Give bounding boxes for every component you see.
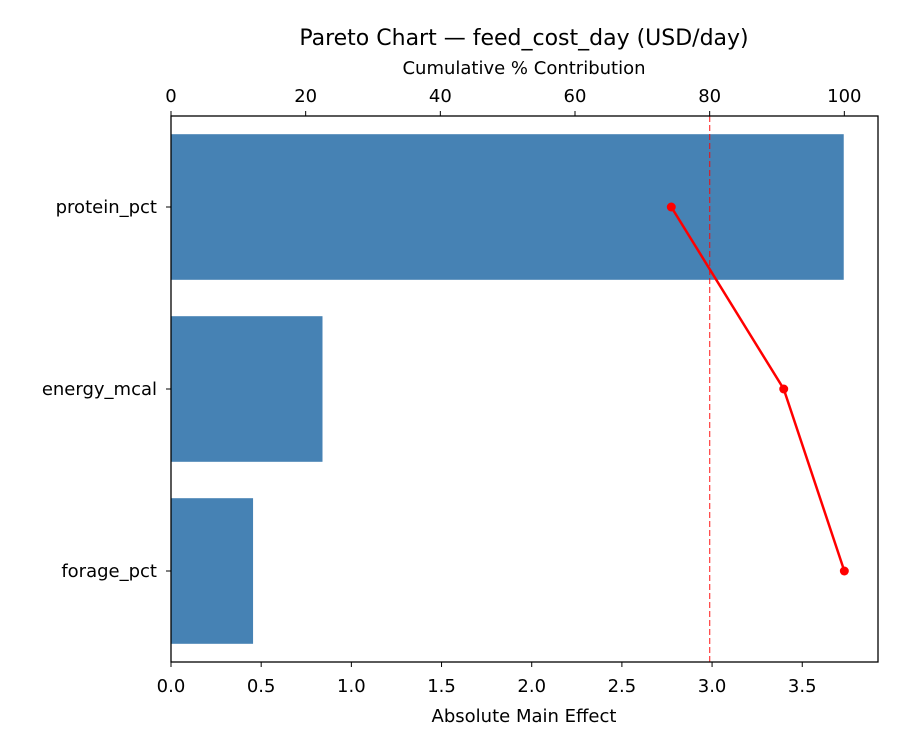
top-tick-label: 20 (294, 86, 317, 107)
x-tick-label: 2.5 (608, 676, 637, 697)
y-tick-label: protein_pct (56, 197, 157, 218)
bar-energy_mcal (171, 316, 323, 462)
x-tick-label: 1.0 (337, 676, 366, 697)
y-tick-label: forage_pct (61, 561, 157, 582)
bar-protein_pct (171, 134, 844, 280)
top-tick-label: 0 (165, 86, 176, 107)
cumulative-point (666, 202, 676, 212)
chart-title: Pareto Chart — feed_cost_day (USD/day) (299, 26, 748, 51)
top-tick-label: 80 (698, 86, 721, 107)
x-axis-label: Absolute Main Effect (432, 706, 617, 727)
top-tick-label: 100 (827, 86, 861, 107)
bar-forage_pct (171, 498, 254, 644)
top-tick-label: 40 (429, 86, 452, 107)
plot-frame (170, 115, 879, 663)
x-tick-label: 0.5 (247, 676, 276, 697)
x-tick-label: 3.0 (698, 676, 727, 697)
cumulative-point (839, 566, 849, 576)
y-tick-label: energy_mcal (42, 379, 157, 400)
x-tick-label: 3.5 (788, 676, 817, 697)
top-axis-label: Cumulative % Contribution (402, 58, 645, 79)
x-tick-label: 1.5 (427, 676, 456, 697)
cumulative-point (779, 384, 789, 394)
top-tick-label: 60 (564, 86, 587, 107)
x-tick-label: 0.0 (157, 676, 186, 697)
x-tick-label: 2.0 (517, 676, 546, 697)
